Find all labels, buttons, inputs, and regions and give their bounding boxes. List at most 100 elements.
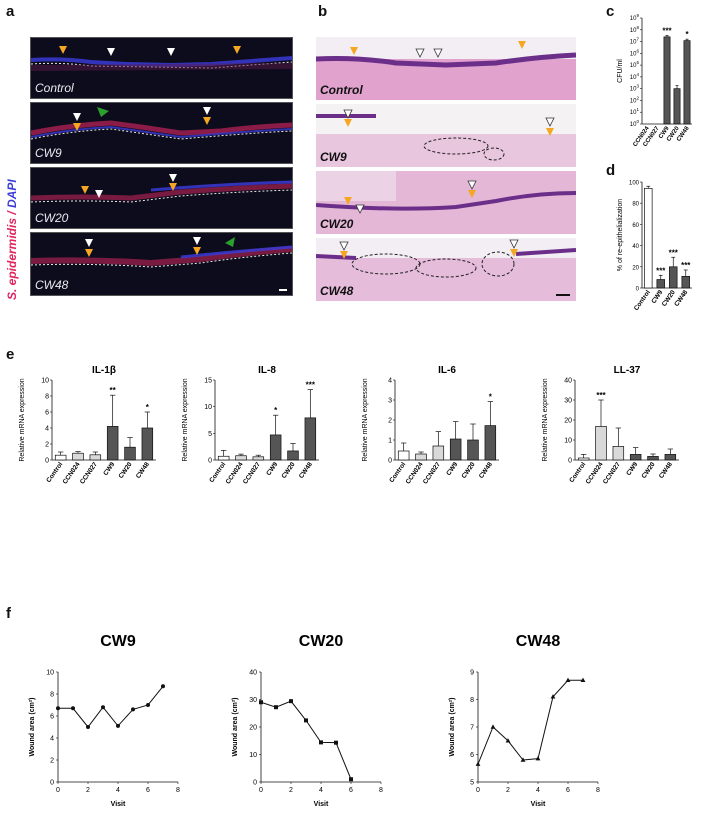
y-tick-label: 0 (253, 780, 257, 787)
y-tick-label: 4 (50, 736, 54, 743)
data-point (86, 725, 90, 729)
category-label: CW48 (673, 289, 689, 308)
stain-axis-label: S. epidermidis / DAPI (5, 179, 19, 300)
y-tick-label: 0 (50, 780, 54, 787)
open-arrowhead (339, 241, 349, 251)
series-line (58, 685, 164, 728)
white-arrowhead (169, 174, 177, 182)
data-point (116, 723, 120, 728)
y-tick-label: 20 (564, 418, 572, 425)
orange-arrowhead (193, 247, 201, 255)
orange-arrowhead (344, 197, 352, 205)
orange-arrowhead (81, 186, 89, 194)
x-tick-label: 8 (596, 787, 600, 794)
category-label: CW48 (658, 461, 674, 480)
he-image-control: Control (315, 37, 577, 100)
x-tick-label: 6 (349, 787, 353, 794)
image-label: CW9 (320, 150, 347, 164)
y-tick-label: 1 (388, 438, 392, 445)
white-arrowhead (107, 48, 115, 56)
y-tick-label: 10 (46, 670, 54, 677)
image-label: CW9 (35, 146, 62, 160)
significance-marker: * (685, 30, 689, 39)
x-axis-label: Visit (314, 801, 329, 808)
panel-label-f: f (6, 605, 11, 622)
chart-title: IL-1β (92, 365, 116, 376)
data-point (259, 700, 263, 705)
bar (647, 456, 659, 461)
dashed-outline (423, 137, 489, 155)
he-tissue-drawing (315, 41, 577, 100)
bar (124, 446, 136, 461)
white-arrowhead (167, 48, 175, 56)
y-tick-label: 0 (636, 287, 640, 293)
bar (141, 427, 154, 461)
bar (612, 446, 625, 461)
y-axis-label: Relative mRNA expression (182, 378, 189, 461)
y-axis-label: Relative mRNA expression (542, 378, 549, 461)
y-tick-label: 8 (50, 692, 54, 699)
chart-wound-cw20: CW20 Wound area (cm²) Visit 0 10 20 30 40 0 2 4 6 8 (232, 633, 383, 808)
orange-arrowhead (518, 41, 526, 49)
category-label: CW20 (461, 461, 477, 480)
x-tick-label: 8 (176, 787, 180, 794)
open-arrowhead (545, 117, 555, 127)
orange-arrowhead (203, 117, 211, 125)
data-point (565, 677, 571, 683)
bar (432, 445, 445, 461)
data-point (535, 756, 541, 761)
bar (664, 454, 677, 461)
bar (577, 457, 590, 461)
bar (673, 88, 681, 125)
bar (89, 454, 102, 461)
data-point (101, 705, 105, 710)
fluorescence-image-cw48: CW48 (30, 232, 293, 296)
y-tick-label: 80 (632, 202, 639, 208)
y-tick-label: 3 (388, 398, 392, 405)
category-label: CW9 (265, 461, 279, 477)
x-tick-label: 6 (146, 787, 150, 794)
y-tick-label: 103 (630, 84, 640, 93)
bar (252, 456, 265, 461)
fluorescence-tissue-drawing (30, 107, 293, 140)
y-axis-label: % of re-epithelialization (617, 199, 624, 271)
stain-separator: / (5, 208, 19, 218)
x-tick-label: 0 (259, 787, 263, 794)
open-arrowhead (415, 48, 425, 58)
category-label: CW20 (641, 461, 657, 480)
panel-label-d: d (606, 162, 616, 179)
white-arrowhead (73, 113, 81, 121)
data-point (490, 724, 496, 729)
y-tick-label: 60 (632, 223, 639, 229)
category-label: CW20 (281, 461, 297, 480)
x-axis-label: Visit (111, 801, 126, 808)
dapi-label-text: DAPI (5, 179, 19, 208)
y-tick-label: 15 (204, 378, 212, 385)
data-point (131, 707, 135, 712)
x-tick-label: 4 (116, 787, 120, 794)
significance-marker: *** (662, 26, 672, 35)
open-arrowhead (433, 48, 443, 58)
orange-arrowhead (350, 47, 358, 55)
chart-title: CW48 (516, 633, 561, 650)
y-tick-label: 10 (204, 404, 212, 411)
y-tick-label: 102 (630, 95, 640, 104)
category-label: CCN027 (602, 461, 622, 486)
y-tick-label: 2 (388, 418, 392, 425)
y-tick-label: 6 (50, 714, 54, 721)
data-point (550, 694, 556, 699)
y-axis-label: Wound area (cm²) (232, 698, 239, 757)
white-arrowhead (85, 239, 93, 247)
x-tick-label: 4 (319, 787, 323, 794)
bar (397, 450, 410, 461)
y-tick-label: 105 (630, 60, 640, 69)
panel-label-c: c (606, 3, 615, 20)
bar (415, 453, 427, 461)
bar (656, 279, 665, 289)
significance-marker: * (146, 403, 150, 412)
y-tick-label: 8 (470, 697, 474, 704)
category-label: CW9 (102, 461, 116, 477)
image-label: Control (320, 83, 363, 97)
